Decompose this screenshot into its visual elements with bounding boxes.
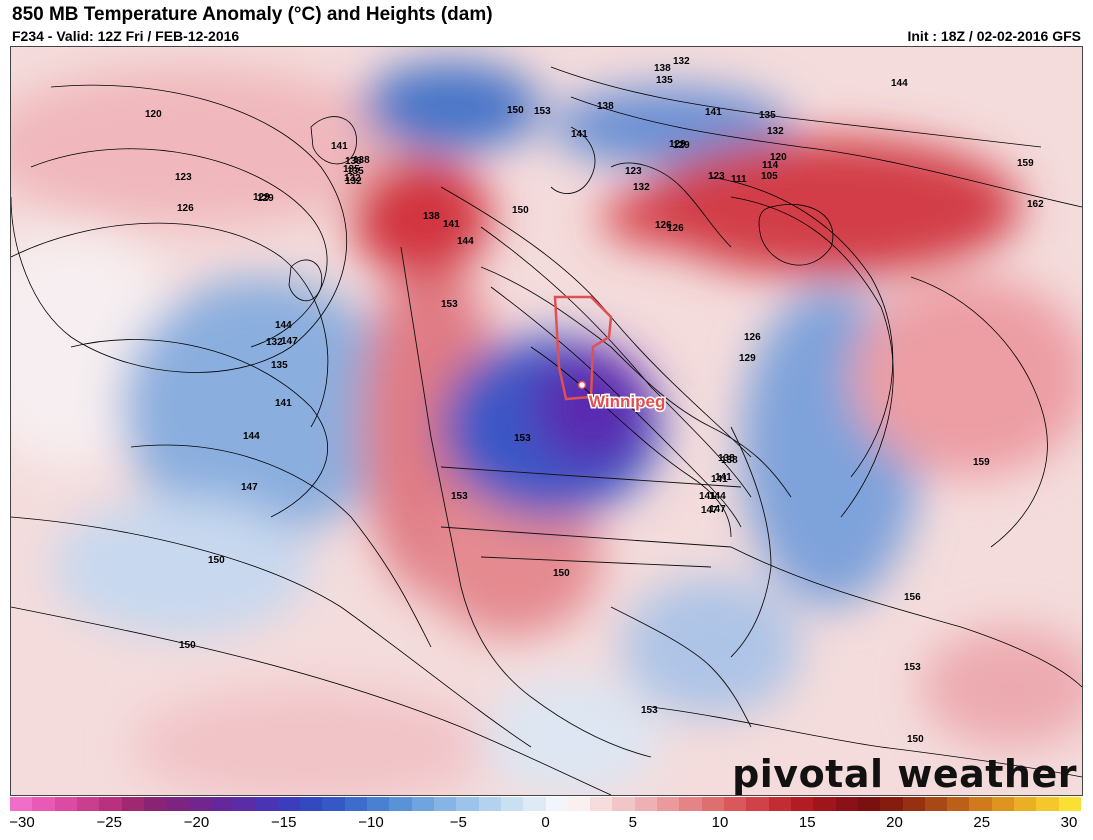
brand-logo: pivotal weather — [732, 752, 1077, 796]
height-label: 126 — [655, 220, 672, 231]
colorbar-tick-label: −15 — [271, 814, 297, 831]
colorbar-tick-label: −20 — [183, 814, 210, 831]
height-label: 150 — [553, 568, 570, 579]
height-label: 135 — [343, 164, 360, 175]
height-label: 153 — [641, 705, 658, 716]
height-label: 105 — [761, 171, 778, 182]
height-label: 120 — [770, 152, 787, 163]
height-label: 132 — [633, 182, 650, 193]
valid-time: F234 - Valid: 12Z Fri / FEB-12-2016 — [12, 28, 240, 44]
height-label: 132 — [266, 337, 283, 348]
colorbar-tick-label: 0 — [541, 814, 550, 831]
height-label: 147 — [281, 336, 298, 347]
init-time: Init : 18Z / 02-02-2016 GFS — [907, 28, 1081, 44]
manitoba-outline — [553, 295, 613, 401]
height-labels: 120 123 126 129 132 135 138 141 144 147 … — [145, 56, 1044, 745]
height-label: 129 — [257, 193, 274, 204]
height-label: 153 — [514, 433, 531, 444]
height-label: 153 — [451, 491, 468, 502]
height-label: 132 — [673, 56, 690, 67]
height-label: 144 — [709, 491, 726, 502]
map-canvas: Winnipeg 120 123 126 129 132 135 138 141… — [11, 47, 1082, 795]
height-label: 141 — [331, 141, 348, 152]
colorbar-ticks: −30 −25 −20 −15 −10 −5 0 5 10 15 20 25 30 — [9, 814, 1081, 836]
colorbar — [10, 797, 1081, 811]
height-label: 153 — [441, 299, 458, 310]
height-label: 120 — [145, 109, 162, 120]
colorbar-tick-label: −30 — [9, 814, 35, 831]
height-label: 144 — [457, 236, 474, 247]
height-label: 132 — [767, 126, 784, 137]
height-label: 138 — [353, 155, 370, 166]
height-label: 135 — [271, 360, 288, 371]
winnipeg-marker — [577, 380, 587, 390]
height-label: 123 — [175, 172, 192, 183]
height-label: 129 — [673, 140, 690, 151]
height-label: 126 — [177, 203, 194, 214]
height-label: 144 — [275, 320, 292, 331]
weather-map: Winnipeg 120 123 126 129 132 135 138 141… — [10, 46, 1083, 796]
height-label: 126 — [744, 332, 761, 343]
height-label: 162 — [1027, 199, 1044, 210]
height-label: 129 — [253, 192, 270, 203]
city-label-winnipeg: Winnipeg — [589, 392, 665, 411]
height-label: 111 — [731, 174, 747, 185]
colorbar-tick-label: 15 — [798, 814, 816, 831]
height-label: 141 — [571, 129, 588, 140]
height-label: 141 — [699, 491, 716, 502]
height-label: 126 — [667, 223, 684, 234]
height-label: 153 — [534, 106, 551, 117]
height-label: 141 — [711, 474, 728, 485]
height-label: 147 — [241, 482, 258, 493]
height-label: 159 — [1017, 158, 1034, 169]
height-label: 141 — [443, 219, 460, 230]
colorbar-tick-label: −5 — [449, 814, 467, 831]
colorbar-tick-label: 25 — [973, 814, 991, 831]
height-label: 129 — [739, 353, 756, 364]
height-label: 150 — [512, 205, 529, 216]
height-label: 135 — [759, 110, 776, 121]
colorbar-tick-label: −10 — [358, 814, 384, 831]
height-label: 138 — [718, 453, 735, 464]
height-label: 123 — [625, 166, 642, 177]
height-label: 150 — [208, 555, 225, 566]
height-label: 150 — [179, 640, 196, 651]
height-label: 150 — [907, 734, 924, 745]
height-label: 147 — [709, 504, 726, 515]
height-label: 156 — [904, 592, 921, 603]
height-label: 114 — [762, 160, 779, 171]
anomaly-shading — [11, 62, 1082, 795]
height-label: 147 — [701, 505, 718, 516]
colorbar-tick-label: 20 — [886, 814, 903, 831]
height-label: 144 — [243, 431, 260, 442]
height-label: 132 — [345, 176, 362, 187]
height-label: 141 — [715, 472, 732, 483]
height-label: 123 — [708, 171, 725, 182]
height-label: 144 — [891, 78, 908, 89]
height-label: 150 — [507, 105, 524, 116]
height-label: 153 — [904, 662, 921, 673]
colorbar-tick-label: 5 — [628, 814, 637, 831]
coastlines — [400, 126, 792, 758]
height-label: 159 — [973, 457, 990, 468]
height-contours — [11, 66, 1082, 795]
colorbar-tick-label: 30 — [1060, 814, 1078, 831]
height-label: 138 — [423, 211, 440, 222]
height-label: 138 — [721, 455, 738, 466]
height-label: 138 — [597, 101, 614, 112]
height-label: 135 — [347, 166, 364, 177]
chart-title: 850 MB Temperature Anomaly (°C) and Heig… — [12, 4, 493, 25]
colorbar-tick-label: −25 — [96, 814, 122, 831]
height-label: 141 — [275, 398, 292, 409]
height-label: 135 — [656, 75, 673, 86]
height-label: 129 — [669, 139, 686, 150]
colorbar-tick-label: 10 — [711, 814, 729, 831]
height-label: 132 — [344, 173, 361, 184]
height-label: 141 — [705, 107, 722, 118]
height-label: 138 — [654, 63, 671, 74]
height-label: 138 — [345, 156, 362, 167]
